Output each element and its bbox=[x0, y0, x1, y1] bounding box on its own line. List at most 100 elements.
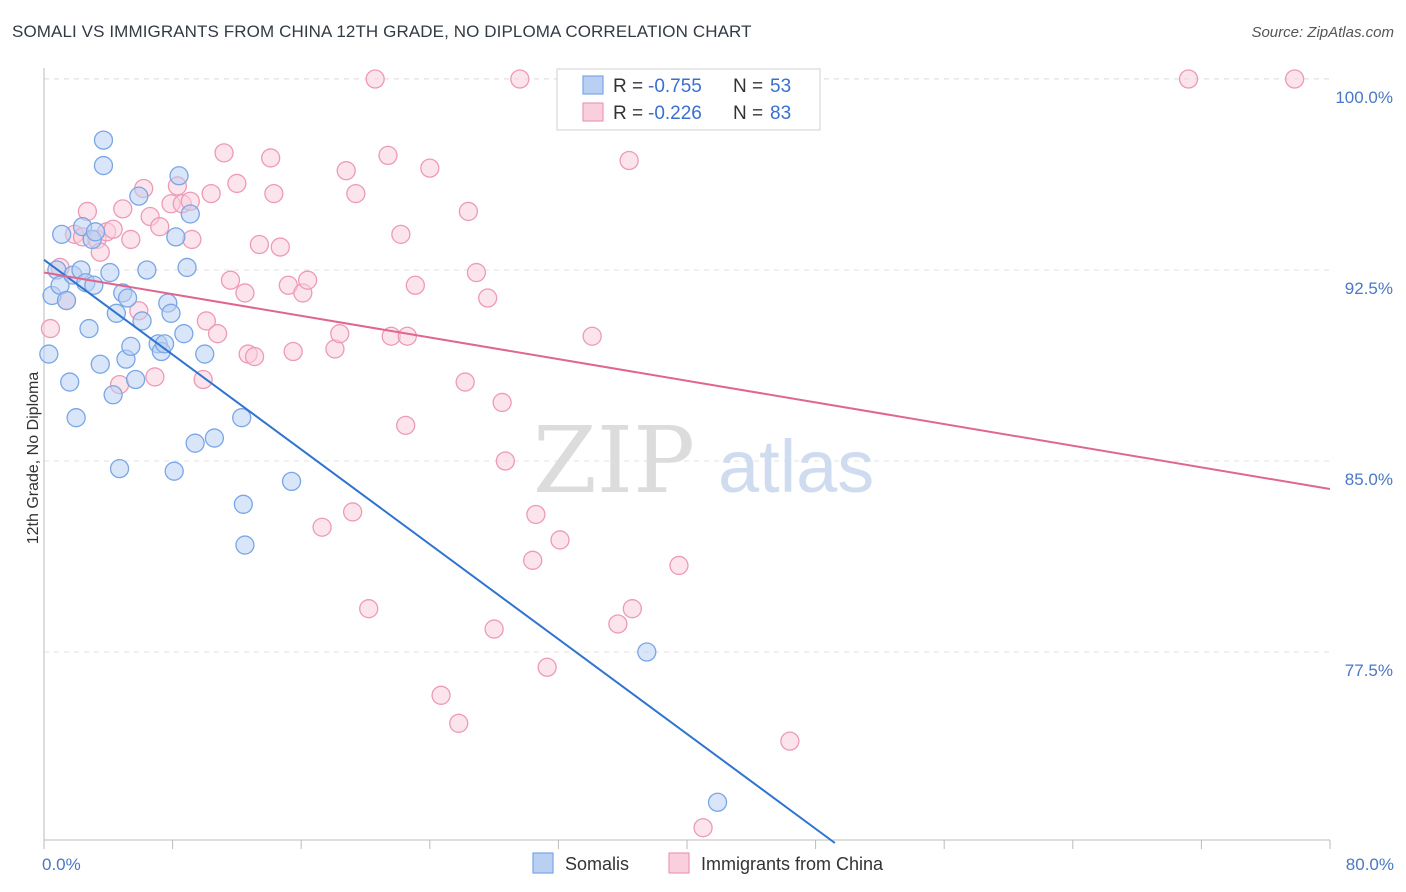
data-point bbox=[52, 224, 72, 244]
data-point bbox=[270, 237, 290, 257]
data-point bbox=[619, 150, 639, 171]
data-point bbox=[780, 731, 800, 751]
data-point bbox=[550, 530, 570, 550]
data-point bbox=[359, 599, 379, 619]
legend-n-value: 53 bbox=[770, 76, 791, 97]
data-point bbox=[637, 642, 657, 662]
data-point bbox=[195, 344, 215, 364]
data-point bbox=[174, 324, 194, 344]
data-point bbox=[232, 408, 252, 428]
data-point bbox=[1284, 69, 1305, 89]
data-point bbox=[117, 288, 138, 308]
data-point bbox=[264, 183, 284, 204]
legend-swatch bbox=[582, 75, 604, 95]
data-point bbox=[207, 324, 228, 344]
data-point bbox=[342, 502, 363, 522]
bottom-legend-swatch bbox=[668, 852, 690, 874]
data-point bbox=[330, 324, 350, 344]
y-axis-label: 12th Grade, No Diploma bbox=[25, 372, 42, 545]
watermark-zip: ZIP bbox=[533, 407, 695, 514]
x-tick-label: 0.0% bbox=[42, 855, 81, 874]
legend-n-value: 83 bbox=[770, 103, 791, 124]
data-point bbox=[132, 311, 152, 331]
data-point bbox=[449, 713, 469, 733]
data-point bbox=[391, 224, 411, 244]
data-point bbox=[100, 262, 120, 283]
axes bbox=[43, 68, 1331, 849]
data-point bbox=[166, 227, 186, 247]
data-point bbox=[113, 199, 133, 219]
data-point bbox=[177, 257, 197, 278]
data-point bbox=[582, 326, 602, 346]
data-point bbox=[121, 229, 141, 250]
bottom-legend: Somalis Immigrants from China bbox=[532, 852, 884, 874]
chart-title: SOMALI VS IMMIGRANTS FROM CHINA 12TH GRA… bbox=[12, 22, 752, 41]
data-point bbox=[336, 161, 356, 181]
data-point bbox=[60, 372, 80, 392]
data-point bbox=[137, 260, 157, 280]
data-point bbox=[492, 392, 512, 413]
legend-r-value: -0.755 bbox=[648, 76, 702, 97]
trend-lines bbox=[43, 259, 1331, 844]
data-point bbox=[90, 354, 110, 374]
data-point bbox=[431, 685, 451, 705]
data-point bbox=[312, 517, 332, 537]
trend-line bbox=[43, 259, 836, 844]
data-point bbox=[249, 234, 270, 255]
data-point bbox=[169, 166, 189, 186]
data-point bbox=[93, 155, 114, 176]
x-tick-label: 80.0% bbox=[1346, 855, 1394, 874]
legend-n-label: N = bbox=[733, 76, 763, 97]
data-point bbox=[1178, 69, 1199, 89]
data-point bbox=[40, 318, 61, 339]
data-point bbox=[365, 69, 385, 89]
data-point bbox=[455, 372, 475, 392]
data-point bbox=[79, 318, 99, 339]
data-point bbox=[693, 818, 713, 838]
data-point bbox=[220, 270, 241, 290]
data-point bbox=[378, 145, 398, 166]
data-point bbox=[235, 283, 255, 303]
data-point bbox=[150, 217, 170, 237]
legend-r-value: -0.226 bbox=[648, 103, 702, 124]
data-point bbox=[85, 222, 106, 242]
data-points bbox=[39, 69, 1305, 838]
data-point bbox=[495, 451, 516, 471]
legend: R = -0.755 N = 53 R = -0.226 N = 83 bbox=[556, 68, 821, 131]
data-point bbox=[523, 550, 543, 570]
data-point bbox=[185, 433, 205, 453]
data-point bbox=[103, 385, 123, 405]
data-point bbox=[154, 334, 175, 354]
data-point bbox=[669, 555, 689, 576]
data-point bbox=[214, 143, 234, 163]
data-point bbox=[196, 311, 217, 331]
watermark: ZIP atlas bbox=[533, 407, 874, 514]
y-tick-label: 85.0% bbox=[1345, 470, 1393, 489]
data-point bbox=[201, 183, 221, 204]
data-point bbox=[622, 599, 642, 619]
data-point bbox=[707, 792, 728, 812]
data-point bbox=[227, 173, 247, 194]
data-point bbox=[420, 158, 440, 178]
data-point bbox=[125, 369, 146, 390]
data-point bbox=[164, 461, 184, 481]
data-point bbox=[93, 130, 114, 150]
data-point bbox=[109, 458, 130, 479]
data-point bbox=[510, 69, 530, 89]
x-tick-labels: 0.0% 80.0% bbox=[42, 855, 1394, 874]
y-tick-labels: 100.0% 92.5% 85.0% 77.5% bbox=[1335, 88, 1393, 680]
data-point bbox=[103, 219, 123, 239]
data-point bbox=[396, 415, 416, 435]
bottom-legend-label: Immigrants from China bbox=[701, 854, 884, 874]
data-point bbox=[182, 229, 202, 250]
data-point bbox=[458, 201, 479, 222]
data-point bbox=[39, 344, 59, 364]
data-point bbox=[161, 303, 181, 323]
data-point bbox=[66, 408, 86, 428]
legend-r-label: R = bbox=[613, 76, 643, 97]
data-point bbox=[204, 428, 225, 448]
data-point bbox=[180, 204, 200, 224]
data-point bbox=[478, 288, 498, 308]
data-point bbox=[526, 504, 546, 525]
